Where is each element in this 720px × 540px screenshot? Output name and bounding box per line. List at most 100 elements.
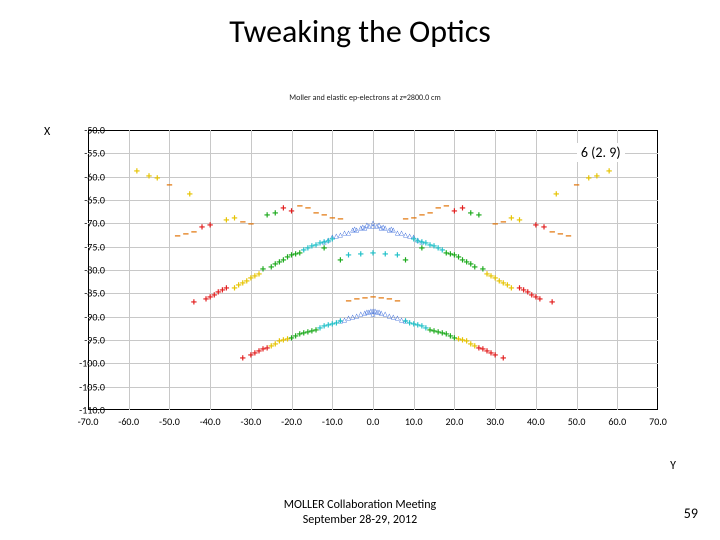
xtick-label: 0.0 xyxy=(367,415,380,428)
data-point: + xyxy=(252,272,258,282)
footer-line1: MOLLER Collaboration Meeting xyxy=(284,498,436,512)
data-point: − xyxy=(549,228,555,238)
data-point: − xyxy=(500,218,506,228)
data-point: − xyxy=(191,228,197,238)
data-point: + xyxy=(289,207,295,217)
data-point: − xyxy=(370,293,376,303)
data-point: + xyxy=(549,298,555,308)
data-point: △ xyxy=(354,311,359,321)
data-point: + xyxy=(276,258,282,268)
data-point: + xyxy=(358,250,364,260)
data-point: − xyxy=(435,204,441,214)
data-point: + xyxy=(403,256,409,266)
data-point: + xyxy=(447,250,453,260)
data-point: + xyxy=(232,284,238,294)
data-point: − xyxy=(394,297,400,307)
data-point: + xyxy=(537,295,543,305)
ytick-label: -70.0 xyxy=(65,217,105,230)
ytick-label: -85.0 xyxy=(65,287,105,300)
data-point: − xyxy=(321,211,327,221)
data-point: + xyxy=(154,174,160,184)
data-point: − xyxy=(313,209,319,219)
data-point: + xyxy=(455,253,461,263)
data-point: − xyxy=(337,215,343,225)
data-point: − xyxy=(305,204,311,214)
data-point: − xyxy=(297,202,303,212)
data-point: − xyxy=(492,220,498,230)
data-point: △ xyxy=(389,224,394,234)
x-axis-label: X xyxy=(44,125,50,139)
data-point: + xyxy=(370,249,376,259)
data-point: + xyxy=(496,277,502,287)
data-point: + xyxy=(435,244,441,254)
xtick-label: -20.0 xyxy=(281,415,302,428)
data-point: − xyxy=(386,295,392,305)
data-point: + xyxy=(382,250,388,260)
data-point: + xyxy=(460,336,466,346)
data-point: + xyxy=(199,223,205,233)
data-point: − xyxy=(362,294,368,304)
data-point: △ xyxy=(342,228,347,238)
data-point: + xyxy=(134,167,140,177)
data-point: + xyxy=(533,221,539,231)
xtick-label: -10.0 xyxy=(322,415,343,428)
data-point: + xyxy=(211,291,217,301)
data-point: △ xyxy=(369,306,374,316)
data-point: + xyxy=(517,216,523,226)
data-point: − xyxy=(346,297,352,307)
data-point: + xyxy=(321,244,327,254)
data-point: + xyxy=(529,291,535,301)
data-point: + xyxy=(240,354,246,364)
data-point: + xyxy=(508,214,514,224)
data-point: − xyxy=(378,294,384,304)
ytick-label: -60.0 xyxy=(65,170,105,183)
data-point: − xyxy=(419,211,425,221)
ytick-label: -75.0 xyxy=(65,240,105,253)
xtick-label: 50.0 xyxy=(568,415,586,428)
data-point: + xyxy=(305,244,311,254)
grid-hline xyxy=(88,270,658,271)
data-point: + xyxy=(284,253,290,263)
data-point: + xyxy=(264,211,270,221)
data-point: + xyxy=(268,263,274,273)
data-point: − xyxy=(240,218,246,228)
chart-annotation: 6 (2. 9) xyxy=(577,143,625,162)
data-point: + xyxy=(280,336,286,346)
ytick-label: -80.0 xyxy=(65,264,105,277)
data-point: △ xyxy=(352,224,357,234)
data-point: − xyxy=(166,181,172,191)
xtick-label: -50.0 xyxy=(159,415,180,428)
data-point: + xyxy=(207,221,213,231)
grid-hline xyxy=(88,363,658,364)
page-number: 59 xyxy=(684,505,698,522)
data-point: − xyxy=(183,230,189,240)
ytick-label: -105.0 xyxy=(65,380,105,393)
data-point: + xyxy=(594,172,600,182)
data-point: + xyxy=(480,345,486,355)
data-point: + xyxy=(346,251,352,261)
data-point: + xyxy=(293,250,299,260)
data-point: + xyxy=(329,320,335,330)
data-point: + xyxy=(460,204,466,214)
data-point: △ xyxy=(371,218,376,228)
data-point: + xyxy=(427,241,433,251)
data-point: + xyxy=(232,214,238,224)
data-point: − xyxy=(403,215,409,225)
chart-title: Moller and elastic ep-electrons at z=280… xyxy=(50,93,680,103)
data-point: + xyxy=(411,320,417,330)
ytick-label: -110.0 xyxy=(65,404,105,417)
data-point: △ xyxy=(399,228,404,238)
data-point: + xyxy=(411,235,417,245)
xtick-label: 20.0 xyxy=(446,415,464,428)
grid-hline xyxy=(88,340,658,341)
grid-hline xyxy=(88,177,658,178)
xtick-label: 40.0 xyxy=(527,415,545,428)
data-point: + xyxy=(500,354,506,364)
xtick-label: 10.0 xyxy=(405,415,423,428)
data-point: − xyxy=(175,232,181,242)
data-point: + xyxy=(464,258,470,268)
xtick-label: 70.0 xyxy=(649,415,667,428)
data-point: + xyxy=(476,211,482,221)
footer-line2: September 28-29, 2012 xyxy=(303,513,417,527)
data-point: − xyxy=(329,214,335,224)
